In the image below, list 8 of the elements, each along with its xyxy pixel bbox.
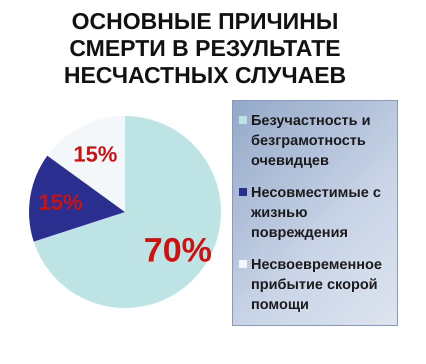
data-label: 70% <box>144 231 212 270</box>
data-label: 15% <box>73 141 118 166</box>
legend-label: Безучастность и безграмотность очевидцев <box>251 112 372 171</box>
data-label: 15% <box>38 189 83 214</box>
legend-label: Несовместимые с жизнью повреждения <box>251 184 382 243</box>
pie-slice <box>34 116 221 308</box>
legend-label: Несвоевременное прибытие скорой помощи <box>251 256 383 315</box>
chart-title: ОСНОВНЫЕ ПРИЧИНЫ СМЕРТИ В РЕЗУЛЬТАТЕ НЕСЧАСТНЫХ СЛУЧАЕВ <box>62 8 348 89</box>
